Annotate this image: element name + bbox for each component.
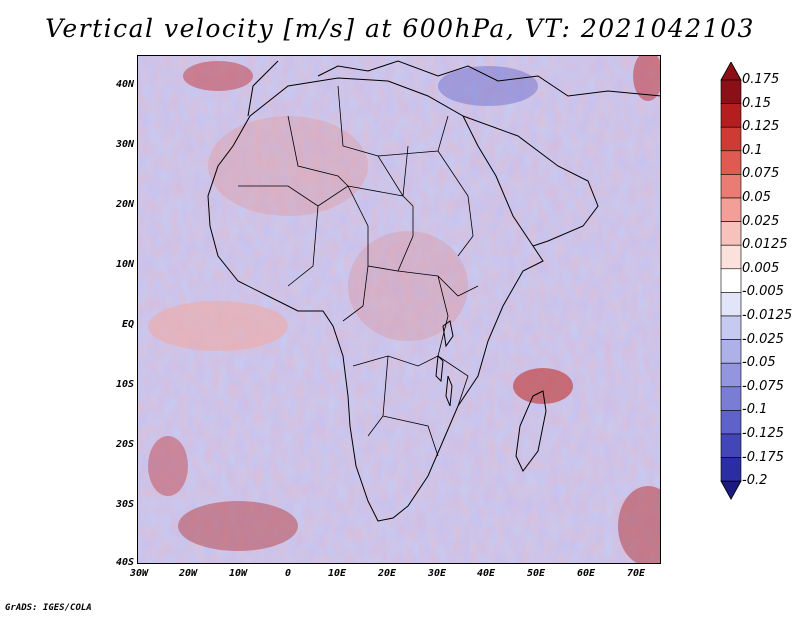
- colorbar-tick-label: 0.05: [742, 190, 771, 205]
- colorbar-tick-label: -0.175: [742, 449, 784, 465]
- colorbar-tick-label: -0.025: [742, 331, 784, 347]
- colorbar-segment: [720, 221, 742, 246]
- colorbar-top-arrow: [720, 62, 742, 81]
- lat-label-30s: 30S: [115, 499, 134, 510]
- colorbar-tick-label: -0.005: [742, 284, 784, 300]
- colorbar-segment: [720, 386, 742, 411]
- colorbar-segment: [720, 79, 742, 104]
- footer-credit: GrADS: IGES/COLA: [5, 603, 92, 613]
- colorbar-segment: [720, 103, 742, 128]
- colorbar-tick-label: 0.075: [742, 166, 780, 182]
- lat-label-10n: 10N: [115, 259, 134, 270]
- colorbar-tick-label: -0.0125: [742, 308, 793, 323]
- colorbar-tick-label: -0.05: [742, 355, 776, 371]
- lat-label-40s: 40S: [115, 557, 134, 568]
- lat-label-20s: 20S: [115, 439, 134, 450]
- colorbar-tick-label: 0.1: [742, 142, 763, 158]
- colorbar-segment: [720, 362, 742, 388]
- lon-label-30w: 30W: [129, 568, 149, 579]
- colorbar-tick-label: 0.125: [742, 119, 780, 135]
- colorbar-tick-label: 0.005: [742, 260, 780, 276]
- colorbar-segment: [720, 315, 742, 340]
- lon-label-70e: 70E: [626, 568, 646, 579]
- colorbar-tick-label: -0.125: [742, 426, 784, 441]
- colorbar-tick-label: -0.075: [742, 378, 784, 394]
- lon-label-20w: 20W: [178, 568, 198, 579]
- colorbar-segment: [720, 244, 742, 270]
- colorbar-bottom-arrow: [720, 480, 742, 501]
- colorbar-segment: [720, 433, 742, 458]
- lon-label-10e: 10E: [327, 568, 347, 579]
- colorbar-segment: [720, 197, 742, 222]
- colorbar-tick-label: 0.025: [742, 213, 780, 229]
- colorbar: [720, 62, 742, 501]
- lon-label-30e: 30E: [427, 568, 447, 579]
- lat-label-40n: 40N: [115, 79, 134, 90]
- colorbar-tick-label: -0.1: [742, 402, 768, 418]
- map-panel: [137, 55, 661, 564]
- colorbar-segment: [720, 126, 742, 152]
- lon-label-10w: 10W: [228, 568, 248, 579]
- lat-label-eq: EQ: [121, 319, 134, 330]
- lon-label-20e: 20E: [377, 568, 397, 579]
- lon-label-0: 0: [284, 568, 292, 579]
- colorbar-tick-label: 0.0125: [742, 237, 788, 253]
- colorbar-tick-label: 0.15: [742, 95, 771, 111]
- colorbar-segment: [720, 339, 742, 364]
- lat-label-20n: 20N: [115, 199, 134, 210]
- lon-label-50e: 50E: [526, 568, 546, 579]
- colorbar-tick-label: 0.175: [742, 72, 780, 87]
- colorbar-segment: [720, 457, 742, 482]
- colorbar-segment: [720, 292, 742, 317]
- lat-label-10s: 10S: [115, 379, 134, 390]
- lon-label-60e: 60E: [576, 568, 596, 579]
- lat-label-30n: 30N: [115, 139, 134, 150]
- colorbar-segment: [720, 268, 742, 293]
- colorbar-segment: [720, 150, 742, 175]
- colorbar-segment: [720, 174, 742, 199]
- lon-label-40e: 40E: [476, 568, 496, 579]
- velocity-field: [138, 56, 660, 563]
- colorbar-segment: [720, 410, 742, 435]
- colorbar-tick-label: -0.2: [742, 473, 768, 489]
- chart-title: Vertical velocity [m/s] at 600hPa, VT: 2…: [45, 14, 755, 43]
